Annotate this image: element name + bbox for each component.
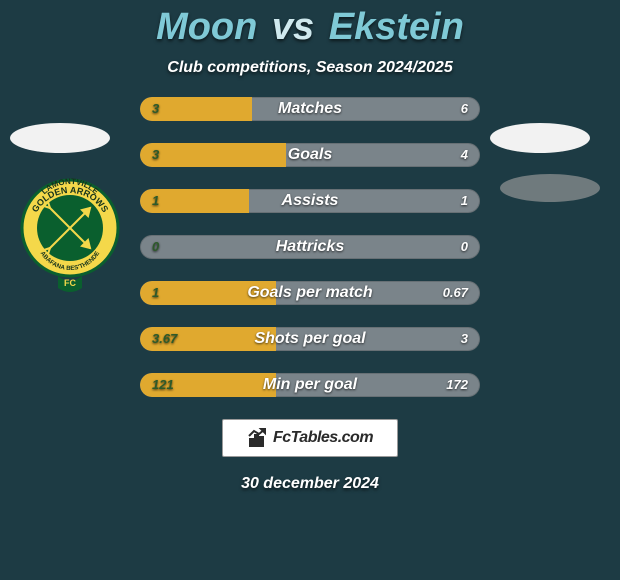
stat-value-right: 0 xyxy=(461,235,468,259)
country-flag-right-placeholder xyxy=(490,123,590,153)
subtitle: Club competitions, Season 2024/2025 xyxy=(0,59,620,77)
stat-value-right: 6 xyxy=(461,97,468,121)
date-text: 30 december 2024 xyxy=(0,475,620,493)
stat-value-right: 0.67 xyxy=(443,281,468,305)
chart-icon xyxy=(247,427,269,449)
logo-text: FcTables.com xyxy=(273,429,373,447)
fctables-logo: FcTables.com xyxy=(222,419,398,457)
stat-label: Assists xyxy=(140,189,480,213)
stat-label: Shots per goal xyxy=(140,327,480,351)
stat-row: 1Goals per match0.67 xyxy=(140,281,480,305)
page-title: Moon vs Ekstein xyxy=(0,0,620,49)
stat-value-right: 172 xyxy=(446,373,468,397)
country-flag-left-placeholder xyxy=(10,123,110,153)
stat-label: Min per goal xyxy=(140,373,480,397)
title-player-right: Ekstein xyxy=(329,6,464,48)
stat-row: 3Goals4 xyxy=(140,143,480,167)
stat-label: Matches xyxy=(140,97,480,121)
stat-row: 3.67Shots per goal3 xyxy=(140,327,480,351)
stats-block: 3Matches63Goals41Assists10Hattricks01Goa… xyxy=(140,97,480,397)
title-vs: vs xyxy=(272,6,314,48)
club-badge-left: LAMONTVILLE GOLDEN ARROWS ABAFANA BES'TH… xyxy=(20,178,120,293)
stat-row: 1Assists1 xyxy=(140,189,480,213)
stat-value-right: 3 xyxy=(461,327,468,351)
badge-fc-text: FC xyxy=(64,278,76,288)
stat-row: 0Hattricks0 xyxy=(140,235,480,259)
stat-label: Goals xyxy=(140,143,480,167)
stat-row: 3Matches6 xyxy=(140,97,480,121)
stat-row: 121Min per goal172 xyxy=(140,373,480,397)
stat-label: Hattricks xyxy=(140,235,480,259)
stat-value-right: 1 xyxy=(461,189,468,213)
stat-value-right: 4 xyxy=(461,143,468,167)
stat-label: Goals per match xyxy=(140,281,480,305)
title-player-left: Moon xyxy=(156,6,257,48)
club-badge-right-placeholder xyxy=(500,174,600,202)
